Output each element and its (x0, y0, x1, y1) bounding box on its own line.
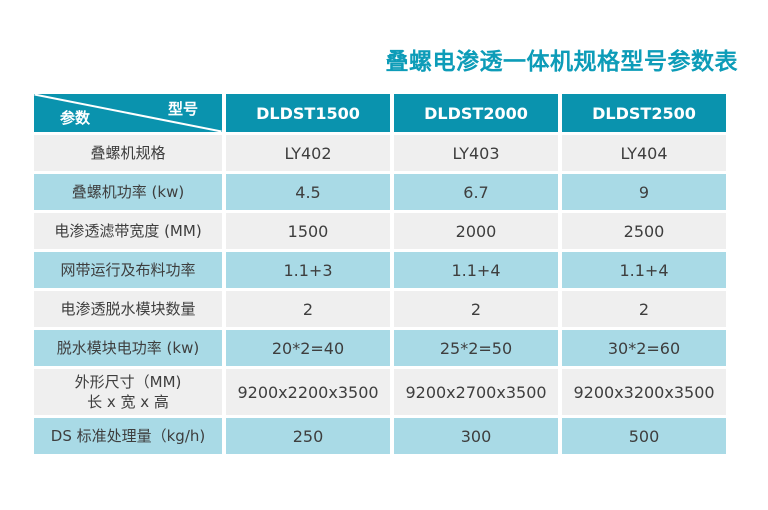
row-label: DS 标准处理量（kg/h) (34, 418, 222, 454)
table-cell: 9 (562, 174, 726, 210)
corner-col-axis-label: 型号 (167, 100, 198, 118)
table-cell: 300 (394, 418, 558, 454)
corner-header-cell: 型号 参数 (34, 94, 222, 132)
table-cell: 500 (562, 418, 726, 454)
row-label: 电渗透脱水模块数量 (34, 291, 222, 327)
column-header-dldst1500: DLDST1500 (226, 94, 390, 132)
row-label: 外形尺寸（MM) 长 x 宽 x 高 (34, 369, 222, 415)
table-cell: 6.7 (394, 174, 558, 210)
table-cell: 25*2=50 (394, 330, 558, 366)
table-cell: 9200x2200x3500 (226, 369, 390, 415)
table-cell: 1.1+3 (226, 252, 390, 288)
row-label: 叠螺机功率 (kw) (34, 174, 222, 210)
table-cell: 1.1+4 (394, 252, 558, 288)
table-cell: 20*2=40 (226, 330, 390, 366)
table-cell: 1.1+4 (562, 252, 726, 288)
row-label-line1: 外形尺寸（MM) (74, 373, 182, 391)
table-cell: LY404 (562, 135, 726, 171)
table-cell: 2500 (562, 213, 726, 249)
table-cell: 30*2=60 (562, 330, 726, 366)
corner-row-axis-label: 参数 (60, 109, 91, 127)
row-label: 叠螺机规格 (34, 135, 222, 171)
row-label: 脱水模块电功率 (kw) (34, 330, 222, 366)
row-label-line2: 长 x 宽 x 高 (87, 393, 169, 411)
column-header-dldst2000: DLDST2000 (394, 94, 558, 132)
table-cell: 9200x3200x3500 (562, 369, 726, 415)
table-cell: 9200x2700x3500 (394, 369, 558, 415)
table-cell: LY402 (226, 135, 390, 171)
table-cell: 2 (226, 291, 390, 327)
table-cell: 250 (226, 418, 390, 454)
table-cell: 2 (562, 291, 726, 327)
table-cell: 4.5 (226, 174, 390, 210)
table-cell: 2 (394, 291, 558, 327)
row-label: 网带运行及布料功率 (34, 252, 222, 288)
table-cell: LY403 (394, 135, 558, 171)
table-cell: 2000 (394, 213, 558, 249)
table-cell: 1500 (226, 213, 390, 249)
column-header-dldst2500: DLDST2500 (562, 94, 726, 132)
row-label: 电渗透滤带宽度 (MM) (34, 213, 222, 249)
page-title: 叠螺电渗透一体机规格型号参数表 (385, 49, 738, 75)
spec-table: 型号 参数 DLDST1500 DLDST2000 DLDST2500 叠螺机规… (34, 94, 726, 454)
